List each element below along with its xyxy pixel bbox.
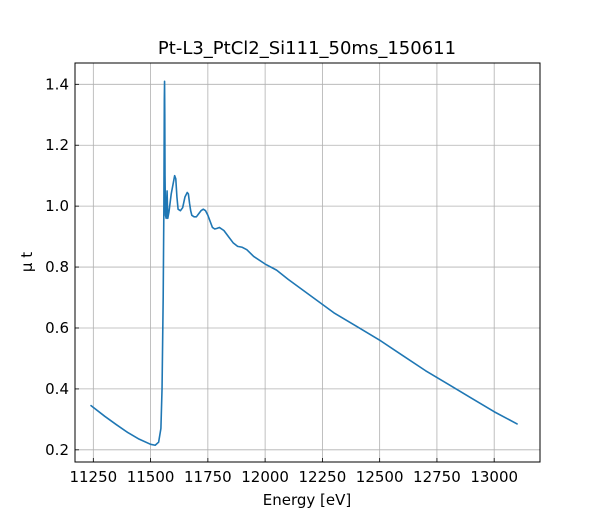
y-tick-label: 1.0 bbox=[45, 197, 69, 215]
grid bbox=[75, 63, 540, 462]
y-tick-label: 0.2 bbox=[45, 441, 69, 459]
x-tick-label: 11500 bbox=[127, 468, 175, 486]
y-tick-label: 0.8 bbox=[45, 258, 69, 276]
x-tick-label: 13000 bbox=[470, 468, 518, 486]
y-axis-label: μ t bbox=[18, 252, 36, 272]
y-tick-label: 0.4 bbox=[45, 380, 69, 398]
x-tick-label: 12750 bbox=[413, 468, 461, 486]
y-tick-label: 0.6 bbox=[45, 319, 69, 337]
x-tick-label: 12250 bbox=[299, 468, 347, 486]
x-tick-label: 12000 bbox=[241, 468, 289, 486]
x-tick-label: 12500 bbox=[356, 468, 404, 486]
y-tick-label: 1.2 bbox=[45, 136, 69, 154]
y-tick-label: 1.4 bbox=[45, 75, 69, 93]
series-layer bbox=[90, 80, 518, 447]
x-axis-label: Energy [eV] bbox=[263, 491, 351, 509]
series-line-0 bbox=[90, 80, 518, 447]
chart-title: Pt-L3_PtCl2_Si111_50ms_150611 bbox=[158, 38, 456, 59]
x-tick-label: 11250 bbox=[69, 468, 117, 486]
y-axis-ticks: 0.2 0.4 0.6 0.8 1.0 1.2 1.4 bbox=[45, 75, 79, 459]
plot-frame bbox=[74, 62, 541, 463]
x-axis-ticks: 11250 11500 11750 12000 12250 12500 12750 13000 bbox=[69, 458, 518, 486]
x-tick-label: 11750 bbox=[184, 468, 232, 486]
